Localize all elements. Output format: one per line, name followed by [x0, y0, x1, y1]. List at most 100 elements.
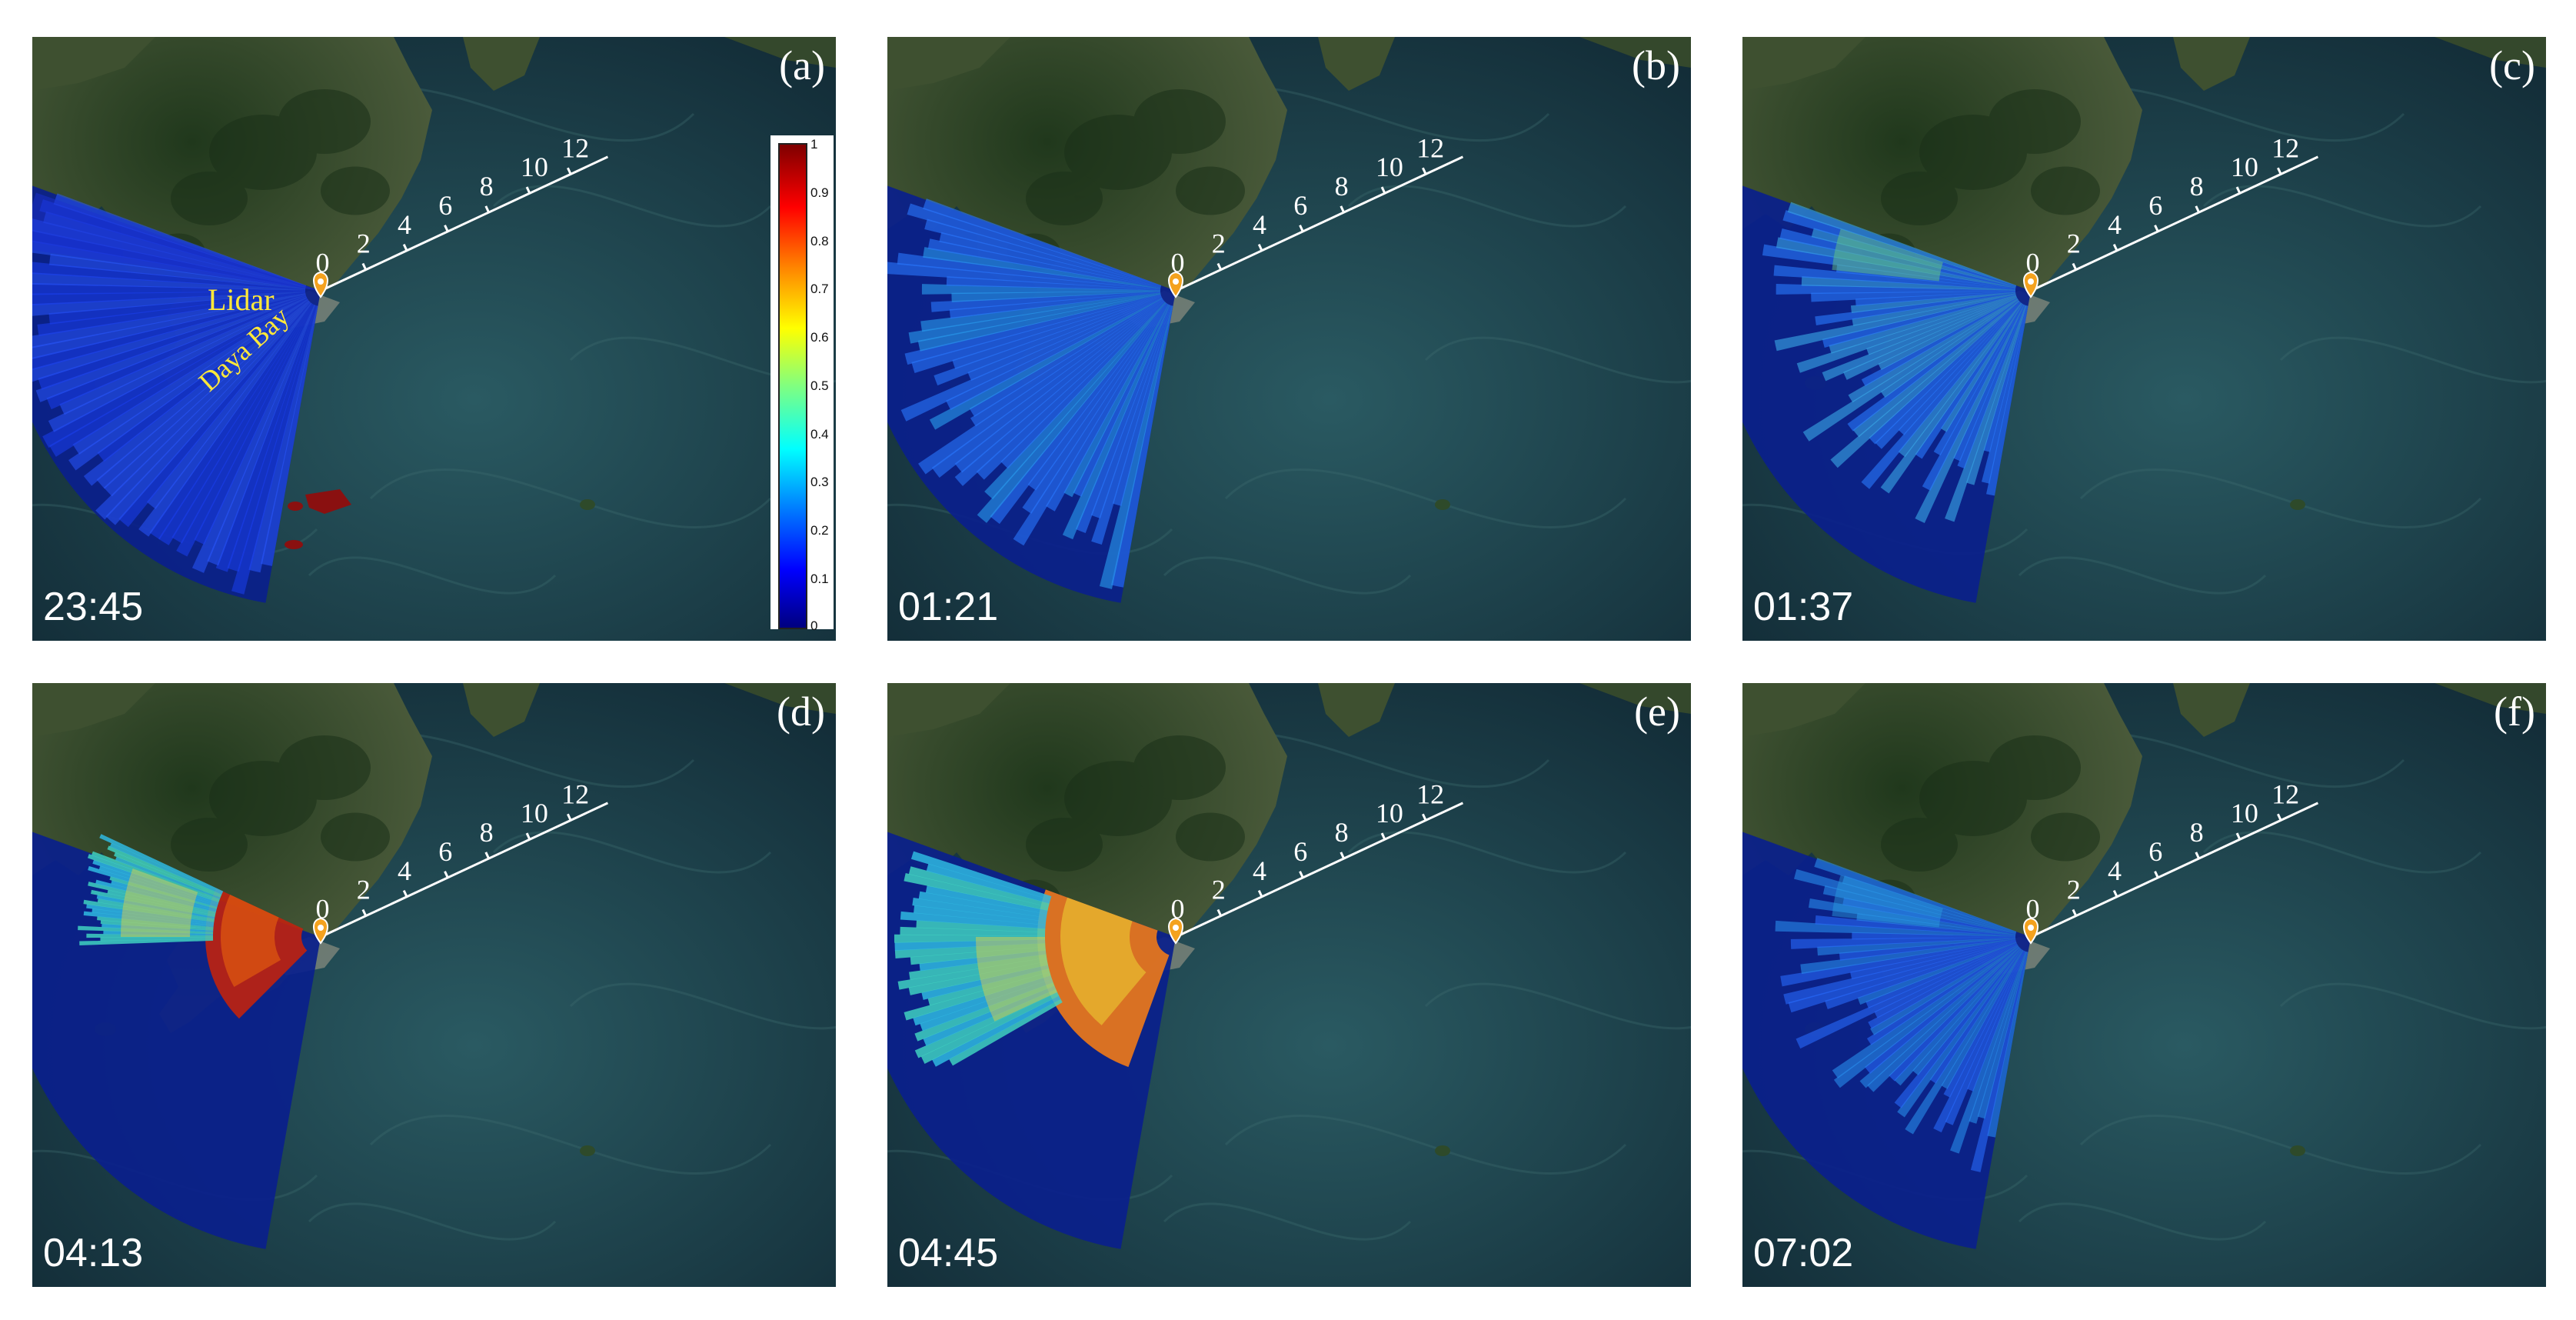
small-island [580, 1145, 595, 1156]
panel-c: 0 2 4 6 8 10 12 (c) 01:37 [1742, 37, 2546, 641]
range-tick [1257, 243, 1263, 252]
small-island [2290, 1145, 2305, 1156]
ray [908, 866, 1050, 908]
mountain-texture [1007, 735, 1245, 918]
ray [1940, 303, 2023, 432]
ray [191, 305, 315, 573]
colorbar-gradient [778, 143, 807, 629]
ray [900, 926, 1046, 936]
ray [984, 302, 1166, 500]
ray [910, 851, 1052, 901]
ray [1933, 304, 2024, 456]
range-tick [1257, 889, 1263, 898]
ray [105, 302, 311, 525]
ray [35, 295, 307, 402]
ray [158, 303, 313, 545]
ray [976, 301, 1165, 480]
small-island [2290, 499, 2305, 510]
range-tick-label: 0 [1170, 247, 1184, 278]
range-tick-label: 12 [2271, 132, 2299, 163]
ray [99, 834, 224, 893]
colorbar-tick: 0.6 [810, 330, 829, 345]
ray [977, 302, 1167, 523]
ray [1864, 946, 2019, 1074]
ray [221, 895, 281, 987]
lidar-label: Lidar [208, 282, 275, 317]
range-tick-label: 4 [398, 855, 411, 886]
range-tick-label: 2 [1212, 875, 1226, 905]
ne-land [724, 683, 836, 714]
panel-f: 0 2 4 6 8 10 12 (f) 07:02 [1742, 683, 2546, 1287]
ray [976, 937, 1057, 1022]
ray [92, 908, 215, 926]
ray [1822, 296, 2017, 382]
ray [926, 863, 1051, 904]
range-axis-line [1175, 155, 1464, 292]
north-island [2173, 37, 2250, 91]
aerosol-patch [78, 834, 308, 1019]
ray [1013, 303, 1168, 546]
ray [1847, 299, 2019, 432]
ray [929, 298, 1163, 430]
ray [1857, 942, 2017, 1005]
range-tick [2277, 167, 2282, 175]
lidar-pin-icon [1168, 917, 1183, 945]
range-tick [484, 205, 490, 213]
range-tick [2112, 889, 2118, 898]
ray [917, 293, 1161, 352]
ray [930, 291, 1161, 312]
ray [949, 998, 1063, 1066]
range-tick-label: 2 [2067, 875, 2081, 905]
ray [176, 304, 315, 557]
ray [1852, 300, 2019, 438]
ray [115, 856, 221, 899]
ray [1815, 292, 2016, 326]
range-tick [1422, 813, 1427, 821]
ray [1843, 296, 2017, 380]
ray [1829, 295, 2016, 354]
range-tick [2154, 871, 2159, 878]
ray [149, 303, 313, 540]
ray [904, 872, 1049, 911]
ray [1869, 301, 2020, 445]
ray [949, 292, 1161, 319]
range-tick-label: 12 [561, 132, 589, 163]
ray [1800, 938, 2016, 975]
range-tick-label: 10 [1376, 152, 1403, 182]
range-tick-label: 8 [1335, 817, 1349, 848]
panel-b: 0 2 4 6 8 10 12 (b) 01:21 [887, 37, 1691, 641]
ray [114, 852, 221, 898]
north-coast [32, 37, 155, 91]
ray [48, 292, 306, 325]
ray [1866, 295, 2017, 355]
panel-label: (b) [1632, 42, 1680, 88]
north-island [463, 683, 540, 737]
ray [918, 891, 1047, 918]
ray [911, 295, 1161, 374]
ray [970, 298, 1163, 427]
ray [990, 302, 1167, 525]
range-tick-label: 4 [1253, 209, 1266, 240]
ray [1957, 305, 2026, 469]
north-island [1318, 37, 1395, 91]
ray [1790, 937, 2016, 949]
range-tick-label: 6 [438, 190, 452, 221]
range-axis-line [2030, 155, 2319, 292]
range-tick [1380, 832, 1386, 840]
ne-land [1579, 683, 1691, 714]
ray [912, 897, 1047, 922]
colorbar-tick: 0.5 [810, 378, 829, 393]
range-tick-label: 8 [2190, 171, 2204, 202]
ray [72, 298, 308, 455]
range-tick-label: 4 [1253, 855, 1266, 886]
ray [1898, 302, 2021, 435]
ray [1850, 292, 2016, 313]
range-tick-label: 2 [2067, 228, 2081, 259]
panel-label: (a) [779, 42, 825, 88]
ray [1075, 305, 1171, 534]
ray [53, 193, 307, 286]
ray [32, 293, 306, 348]
ray [914, 905, 1047, 925]
